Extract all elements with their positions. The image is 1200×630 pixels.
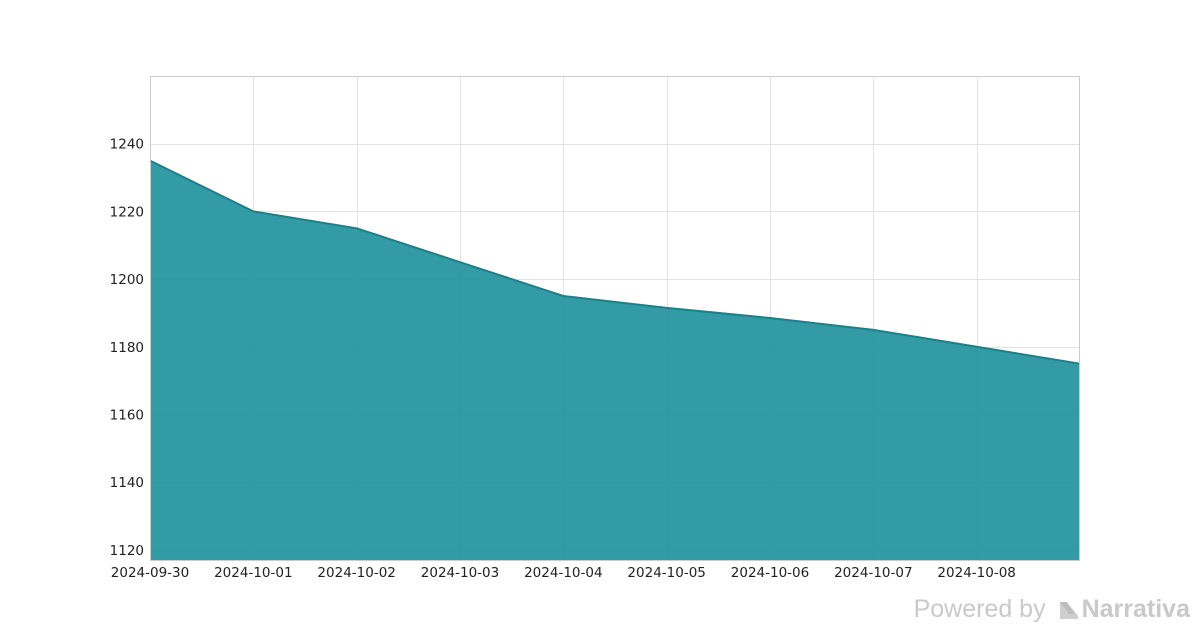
x-tick-label: 2024-10-01 — [214, 565, 292, 581]
y-tick-label: 1180 — [110, 340, 144, 356]
x-tick-label: 2024-10-02 — [317, 565, 395, 581]
x-tick-label: 2024-10-06 — [731, 565, 809, 581]
y-tick-label: 1220 — [110, 204, 144, 220]
x-tick-label: 2024-10-08 — [937, 565, 1015, 581]
series-line — [149, 159, 1081, 365]
plot-frame — [150, 76, 1080, 561]
x-tick-label: 2024-10-03 — [421, 565, 499, 581]
narrativa-logo-icon — [1059, 601, 1078, 619]
footer-attribution: Powered by Narrativa — [914, 595, 1190, 624]
y-tick-label: 1160 — [110, 407, 144, 423]
x-tick-label: 2024-10-04 — [524, 565, 602, 581]
y-axis-ticks: 1120 1140 1160 1180 1200 1220 1240 — [110, 137, 144, 559]
y-tick-label: 1120 — [110, 543, 144, 559]
y-tick-label: 1140 — [110, 475, 144, 491]
y-tick-label: 1240 — [110, 137, 144, 153]
x-axis-ticks: 2024-09-30 2024-10-01 2024-10-02 2024-10-03… — [111, 565, 1016, 581]
brand-name: Narrativa — [1081, 595, 1190, 623]
x-tick-label: 2024-10-05 — [627, 565, 705, 581]
powered-by-text: Powered by — [913, 595, 1046, 623]
brand: Narrativa — [1058, 595, 1190, 624]
x-tick-label: 2024-09-30 — [111, 565, 189, 581]
y-tick-label: 1200 — [110, 272, 144, 288]
area-fill — [150, 160, 1080, 560]
x-tick-label: 2024-10-07 — [834, 565, 912, 581]
